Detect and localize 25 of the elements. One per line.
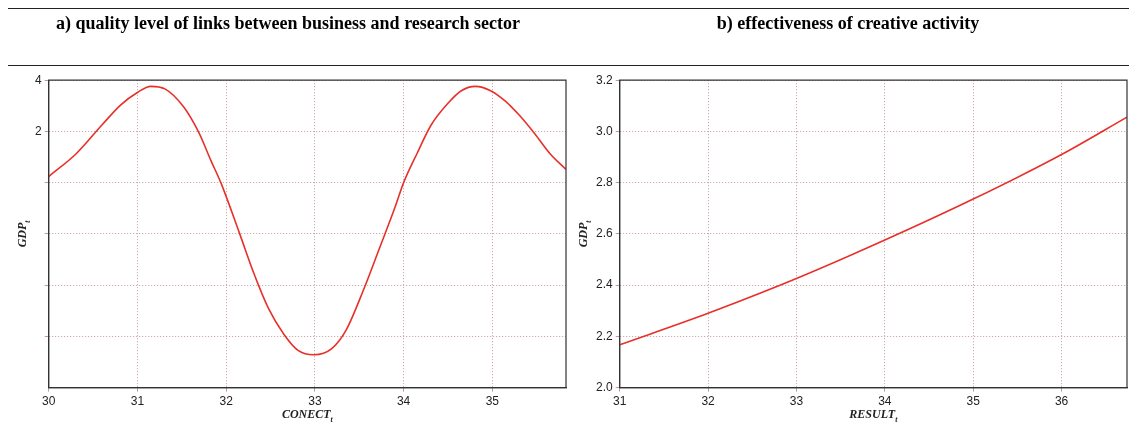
x-tick-label: 35 — [966, 394, 981, 409]
y-tick-label: 2.8 — [595, 174, 613, 189]
y-tick-label: 4 — [34, 72, 42, 87]
x-tick-label: 30 — [41, 394, 56, 409]
y-tick-label: 2 — [34, 123, 42, 138]
line-series — [619, 116, 1127, 346]
y-tick-label: 2.0 — [595, 379, 613, 394]
x-tick-label: 33 — [308, 394, 322, 409]
chart-title: a) quality level of links between business and research sector — [55, 12, 521, 35]
x-tick-label: 32 — [701, 394, 716, 409]
y-tick-label: 3.0 — [595, 123, 613, 138]
x-tick-label: 32 — [219, 394, 234, 409]
x-tick-label: 35 — [485, 394, 500, 409]
y-tick-label: 2.4 — [595, 277, 613, 292]
y-tick-label: 2.6 — [595, 226, 613, 241]
y-tick-label: 3.2 — [595, 72, 613, 87]
x-tick-label: 34 — [878, 394, 892, 409]
line-series — [48, 85, 566, 356]
x-tick-label: 36 — [1054, 394, 1069, 409]
y-tick-label: 2.2 — [595, 328, 613, 343]
chart-title: b) effectiveness of creative activity — [715, 12, 981, 35]
x-tick-label: 31 — [130, 394, 145, 409]
x-tick-label: 33 — [789, 394, 804, 409]
x-tick-label: 31 — [613, 394, 627, 409]
x-tick-label: 34 — [396, 394, 411, 409]
